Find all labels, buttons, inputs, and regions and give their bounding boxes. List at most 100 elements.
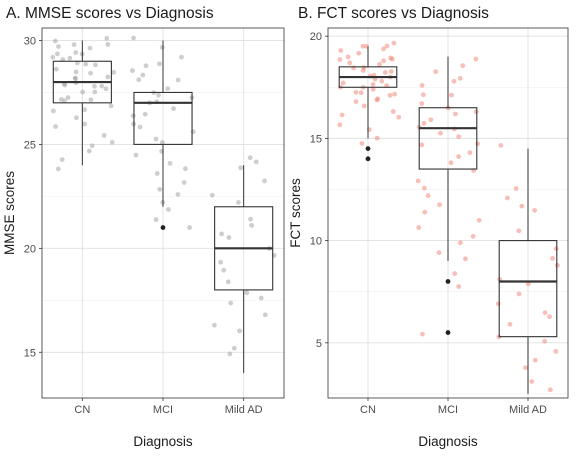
data-point xyxy=(236,199,241,205)
data-point xyxy=(547,387,553,393)
data-point xyxy=(532,207,538,213)
outlier-point xyxy=(445,279,451,284)
data-point xyxy=(105,42,111,47)
data-point xyxy=(104,35,110,41)
data-point xyxy=(221,267,227,273)
y-tick-label: 15 xyxy=(24,347,36,359)
data-point xyxy=(419,101,425,106)
data-point xyxy=(360,68,366,73)
data-point xyxy=(154,171,160,176)
data-point xyxy=(103,86,109,92)
data-point xyxy=(470,233,476,239)
data-point xyxy=(382,70,388,75)
data-point xyxy=(225,279,231,285)
boxplot-cn xyxy=(52,40,112,166)
data-point xyxy=(498,143,504,148)
data-point xyxy=(381,46,386,52)
data-point xyxy=(153,136,159,142)
chart-title-mmse: A. MMSE scores vs Diagnosis xyxy=(6,5,214,22)
data-point xyxy=(532,357,538,363)
data-point xyxy=(361,103,367,109)
data-point xyxy=(62,82,68,88)
data-point xyxy=(462,256,468,262)
data-point xyxy=(353,99,359,105)
data-point xyxy=(391,40,397,46)
data-point xyxy=(247,155,253,161)
data-point xyxy=(422,209,428,215)
data-point xyxy=(420,331,425,337)
iqr-box xyxy=(418,107,478,170)
data-point xyxy=(165,86,171,92)
y-axis-title: FCT scores xyxy=(288,178,303,248)
data-point xyxy=(226,235,232,240)
data-point xyxy=(351,65,356,71)
data-point xyxy=(456,134,462,140)
data-point xyxy=(165,207,171,212)
outlier-point xyxy=(365,146,371,152)
data-point xyxy=(374,97,380,103)
data-point xyxy=(542,310,548,316)
data-point xyxy=(73,69,79,75)
x-tick-label: CN xyxy=(74,404,90,416)
data-point xyxy=(338,48,344,53)
data-point xyxy=(553,246,559,252)
data-point xyxy=(73,50,79,55)
outlier-point xyxy=(160,225,166,230)
chart-title-fct: B. FCT scores vs Diagnosis xyxy=(298,5,489,22)
y-tick-label: 5 xyxy=(316,338,322,350)
data-point xyxy=(258,295,264,301)
data-point xyxy=(175,77,181,83)
data-point xyxy=(345,54,351,60)
data-point xyxy=(523,365,528,371)
data-point xyxy=(179,54,184,60)
data-point xyxy=(212,322,217,328)
data-point xyxy=(377,61,382,67)
data-point xyxy=(475,141,481,147)
data-point xyxy=(187,225,192,230)
data-point xyxy=(421,185,427,191)
panel-fct: B. FCT scores vs Diagnosis 5 10 15 20 CN MCI Mi… xyxy=(288,5,569,449)
data-point xyxy=(457,75,463,81)
data-point xyxy=(105,74,111,80)
data-point xyxy=(554,262,560,268)
data-point xyxy=(50,108,56,114)
data-point xyxy=(157,61,162,67)
data-point xyxy=(237,328,242,334)
data-point xyxy=(513,186,519,191)
data-point xyxy=(83,61,89,67)
data-point xyxy=(420,92,426,98)
data-point xyxy=(262,312,268,318)
data-point xyxy=(101,133,107,138)
y-tick-label: 25 xyxy=(24,139,36,151)
data-point xyxy=(92,83,97,89)
data-point xyxy=(109,139,115,145)
data-point xyxy=(131,35,136,41)
data-point xyxy=(553,349,559,354)
boxplot-mci xyxy=(133,40,193,230)
data-point xyxy=(111,69,117,75)
x-tick-label: MCI xyxy=(438,404,458,416)
data-point xyxy=(456,154,462,159)
iqr-box xyxy=(133,91,193,145)
data-point xyxy=(353,89,359,95)
data-point xyxy=(542,338,548,344)
data-point xyxy=(516,291,522,297)
data-point xyxy=(392,91,397,97)
data-point xyxy=(396,114,402,120)
data-point xyxy=(157,186,163,192)
data-point xyxy=(209,192,215,198)
data-point xyxy=(86,148,92,154)
data-point xyxy=(228,300,234,306)
boxplot-mild-ad xyxy=(498,148,558,394)
data-point xyxy=(347,60,353,66)
data-point xyxy=(384,43,390,49)
data-point xyxy=(370,82,376,87)
data-point xyxy=(89,143,95,149)
data-point xyxy=(495,301,501,307)
data-point xyxy=(156,92,161,98)
data-point xyxy=(88,97,94,103)
data-point xyxy=(82,121,88,127)
x-tick-label: CN xyxy=(360,404,376,416)
iqr-box xyxy=(498,240,558,338)
